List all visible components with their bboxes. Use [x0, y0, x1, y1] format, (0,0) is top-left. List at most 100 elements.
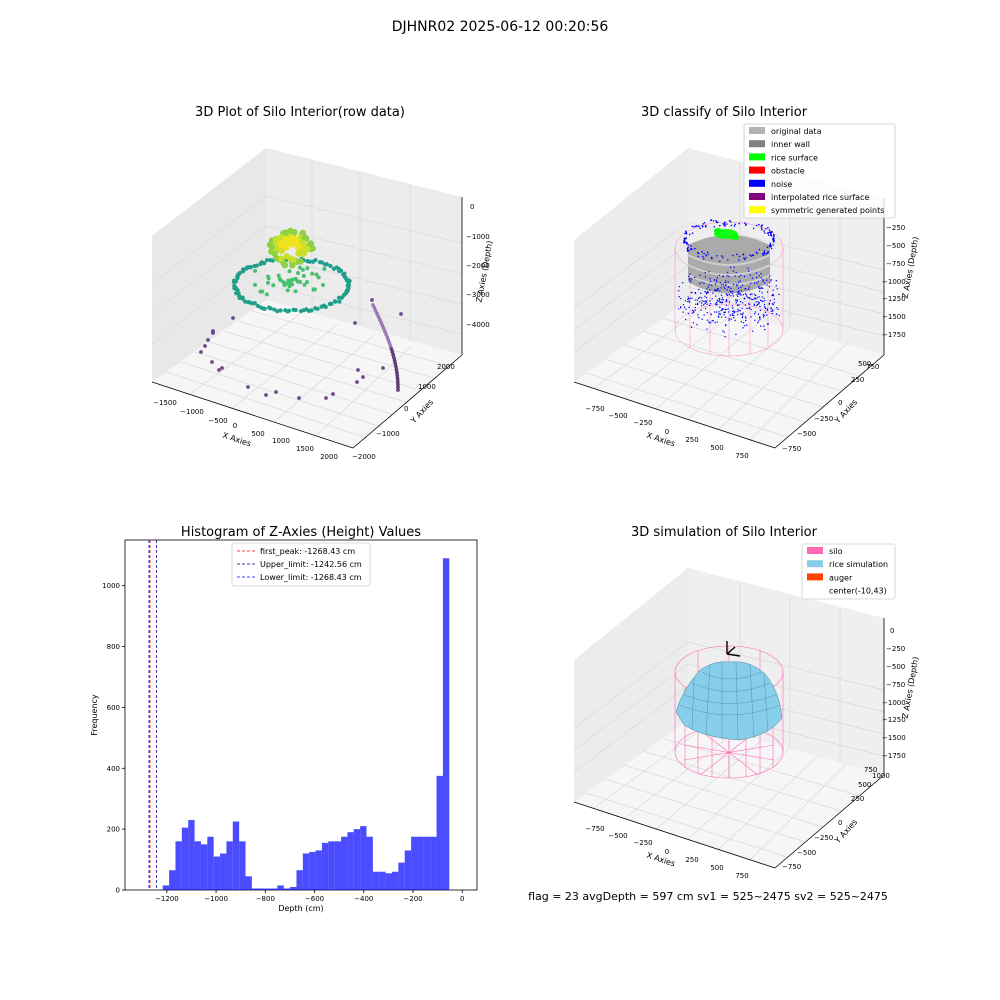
simulation-ztick: −1250 [882, 716, 906, 724]
classify-noise-point [733, 225, 736, 227]
raw-ytick: −1000 [376, 430, 400, 438]
classify-noise-point [757, 301, 759, 303]
classify-noise-point [693, 226, 695, 228]
classify-noise-point [712, 292, 714, 294]
classify-noise-point [748, 270, 750, 272]
classify-noise-point [759, 299, 762, 302]
classify-legend-swatch [749, 153, 765, 161]
raw-point [324, 396, 328, 400]
classify-xtick: 250 [685, 436, 698, 444]
classify-noise-point [727, 281, 729, 283]
histogram-xlabel: Depth (cm) [278, 904, 323, 913]
raw-point [273, 254, 280, 262]
classify-noise-point [700, 297, 703, 299]
classify-xtick: −500 [608, 412, 627, 420]
classify-noise-point [763, 297, 765, 300]
classify-noise-point [763, 282, 766, 284]
classify-noise-point [754, 297, 756, 299]
raw-point [396, 382, 400, 387]
classify-noise-point [710, 284, 713, 286]
classify-noise-point [722, 308, 724, 310]
histogram-bar [404, 850, 412, 890]
classify-noise-point [772, 310, 774, 312]
histogram-legend-label: first_peak: -1268.43 cm [260, 547, 355, 556]
histogram-xtick-label: −400 [354, 895, 373, 903]
classify-noise-point [714, 303, 717, 305]
classify-noise-point [736, 285, 738, 287]
classify-xtick: −750 [585, 405, 604, 413]
histogram-bar [290, 886, 297, 890]
raw-point [277, 240, 284, 248]
classify-noise-point [733, 311, 736, 314]
classify-legend-swatch [749, 127, 765, 134]
classify-noise-point [748, 296, 750, 299]
classify-noise-point [706, 251, 709, 253]
histogram-bar [315, 850, 322, 890]
histogram-legend-label: Lower_limit: -1268.43 cm [260, 573, 362, 582]
classify-noise-point [767, 323, 770, 325]
classify-noise-point [738, 304, 740, 306]
classify-noise-point [753, 303, 756, 306]
classify-noise-point [777, 308, 779, 310]
classify-noise-point [702, 255, 704, 258]
classify-noise-point [757, 320, 760, 322]
classify-noise-point [762, 279, 764, 281]
classify-legend-swatch [749, 179, 765, 187]
raw-point [302, 282, 307, 287]
classify-noise-point [756, 282, 758, 285]
histogram-xticks: −1200 −1000 −800 −600 −400 −200 0 [155, 890, 464, 903]
classify-noise-point [770, 234, 773, 237]
raw-point [394, 367, 399, 372]
classify-legend-swatch [749, 206, 765, 214]
histogram-bar [296, 870, 303, 890]
classify-noise-point [736, 310, 738, 313]
simulation-ytick: 500 [858, 781, 871, 789]
classify-noise-point [770, 310, 772, 312]
histogram-ytick-label: 0 [116, 887, 120, 895]
classify-noise-point [739, 293, 742, 295]
raw-point [282, 283, 287, 288]
raw-point [233, 279, 239, 284]
classify-noise-point [687, 312, 690, 315]
classify-noise-point [737, 287, 740, 289]
raw-point [384, 332, 389, 337]
classify-noise-point [694, 309, 696, 311]
classify-noise-point [755, 272, 758, 274]
classify-noise-point [762, 300, 764, 303]
classify-noise-point [688, 275, 690, 278]
classify-noise-point [697, 255, 699, 258]
raw-point [307, 259, 312, 264]
classify-noise-point [735, 333, 737, 336]
raw-point [237, 270, 243, 276]
classify-noise-point [706, 319, 709, 321]
classify-noise-point [691, 232, 694, 234]
classify-noise-point [706, 328, 708, 330]
classify-noise-point [751, 254, 754, 256]
classify-noise-point [680, 297, 682, 300]
raw-point [379, 320, 384, 325]
classify-noise-point [719, 260, 721, 263]
classify-noise-point [736, 294, 738, 296]
classify-noise-point [747, 288, 750, 290]
classify-noise-point [682, 311, 684, 313]
raw-point [252, 301, 257, 306]
classify-noise-point [677, 290, 680, 292]
classify-noise-point [719, 282, 722, 284]
histogram-bar [353, 829, 361, 890]
raw-zticks: 0 −1000 −2000 −3000 −4000 [466, 203, 490, 329]
histogram-xtick-label: −1200 [155, 895, 179, 903]
classify-noise-point [703, 221, 706, 224]
classify-noise-point [736, 300, 738, 302]
classify-noise-point [705, 254, 707, 257]
classify-noise-point [713, 225, 716, 228]
classify-noise-point [716, 289, 719, 292]
histogram-bar [391, 871, 399, 890]
classify-noise-point [775, 285, 777, 287]
raw-point [298, 309, 303, 314]
classify-noise-point [726, 294, 729, 297]
raw-point [246, 385, 250, 389]
classify-noise-point [691, 225, 694, 228]
classify-noise-point [764, 311, 767, 314]
histogram-bar [200, 844, 208, 890]
